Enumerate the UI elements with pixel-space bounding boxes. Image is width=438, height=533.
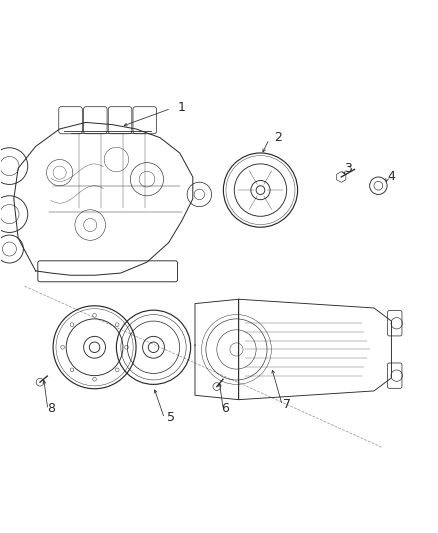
Text: 3: 3 (344, 161, 352, 175)
Text: 2: 2 (274, 131, 282, 144)
Text: 4: 4 (388, 171, 396, 183)
Text: 5: 5 (167, 410, 175, 424)
Text: 6: 6 (222, 402, 230, 415)
Text: 7: 7 (283, 398, 291, 410)
Text: 8: 8 (47, 402, 55, 415)
Text: 1: 1 (178, 101, 186, 114)
